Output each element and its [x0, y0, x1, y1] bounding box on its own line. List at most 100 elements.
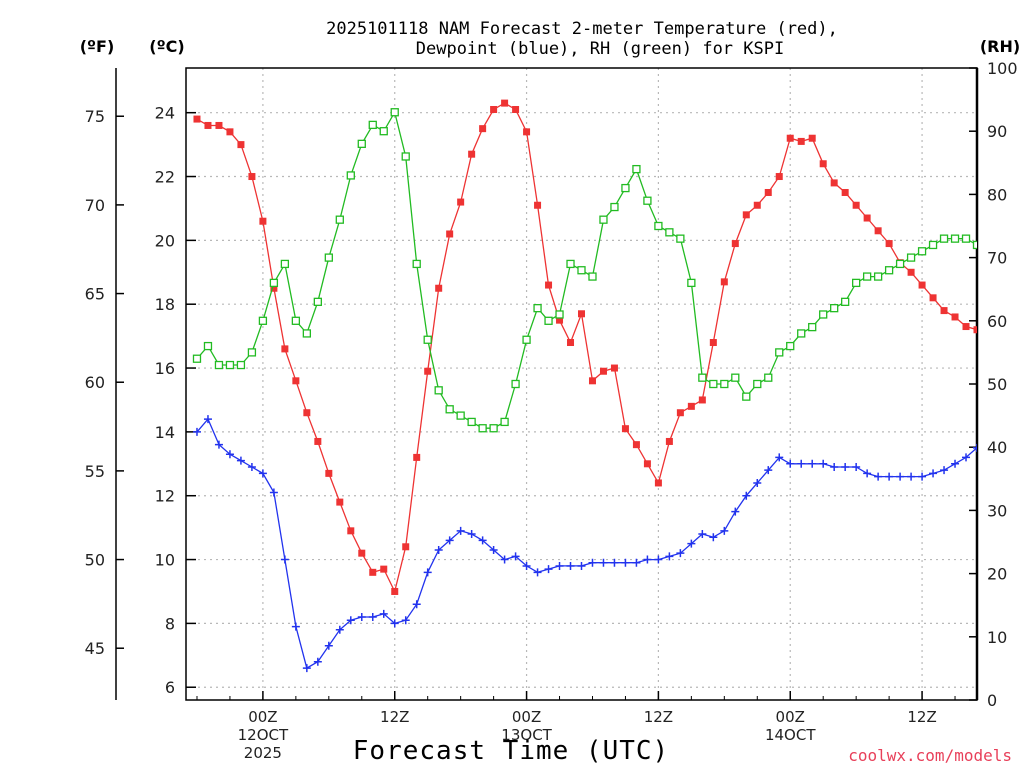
- rh-tick-label: 80: [987, 185, 1007, 204]
- dewpoint-point: [280, 555, 289, 564]
- dewpoint-point: [819, 459, 828, 468]
- celsius-tick-label: 12: [155, 487, 175, 506]
- dewpoint-point: [368, 613, 377, 622]
- temperature-point: [643, 460, 651, 468]
- dewpoint-point: [852, 462, 861, 471]
- temperature-point: [490, 105, 498, 113]
- celsius-unit-label: (ºC): [149, 37, 184, 56]
- dewpoint-point: [753, 478, 762, 487]
- rh-tick-label: 70: [987, 249, 1007, 268]
- dewpoint-point: [291, 622, 300, 631]
- fahrenheit-tick-label: 45: [85, 639, 105, 658]
- rh-point: [577, 266, 586, 275]
- temperature-point: [314, 437, 322, 445]
- temperature-point: [764, 188, 772, 196]
- temperature-point: [731, 240, 739, 248]
- dewpoint-point: [940, 466, 949, 475]
- dewpoint-point: [797, 459, 806, 468]
- temperature-point: [446, 230, 454, 238]
- rh-point: [203, 341, 213, 351]
- credit-text: coolwx.com/models: [848, 746, 1012, 765]
- rh-point: [939, 234, 949, 243]
- temperature-point: [325, 469, 333, 477]
- rh-point: [291, 316, 301, 325]
- dewpoint-point: [544, 565, 553, 574]
- temperature-point: [962, 323, 970, 331]
- fahrenheit-tick-label: 65: [85, 285, 105, 304]
- rh-point: [511, 379, 520, 389]
- x-tick-label: 00Z: [248, 708, 277, 726]
- rh-point: [676, 234, 685, 243]
- temperature-point: [281, 345, 289, 353]
- rh-tick-label: 10: [987, 628, 1007, 647]
- temperature-point: [193, 115, 201, 123]
- temperature-point: [424, 367, 432, 375]
- dewpoint-point: [445, 536, 454, 545]
- celsius-tick-label: 20: [155, 231, 175, 250]
- temperature-point: [907, 268, 915, 276]
- dewpoint-point: [335, 625, 344, 634]
- fahrenheit-tick-label: 50: [85, 551, 105, 570]
- dewpoint-point: [841, 462, 850, 471]
- rh-point: [544, 316, 553, 325]
- celsius-tick-label: 6: [165, 678, 175, 697]
- dewpoint-point: [577, 561, 586, 570]
- dewpoint-point: [357, 613, 366, 622]
- temperature-point: [599, 367, 607, 375]
- series-layer: [192, 99, 1024, 673]
- rh-point: [1017, 260, 1024, 267]
- rh-point: [1006, 235, 1013, 242]
- rh-point: [467, 417, 476, 427]
- rh-point: [357, 139, 366, 148]
- temperature-point: [479, 125, 487, 133]
- dewpoint-point: [885, 472, 894, 481]
- dewpoint-point: [313, 657, 322, 666]
- rh-point: [302, 329, 311, 338]
- rh-point: [764, 373, 773, 382]
- temperature-point: [457, 198, 465, 206]
- rh-tick-label: 90: [987, 122, 1007, 141]
- dewpoint-point: [192, 427, 201, 436]
- temperature-point: [578, 310, 585, 318]
- rh-point: [873, 272, 883, 281]
- rh-tick-label: 50: [987, 375, 1007, 394]
- temperature-point: [588, 377, 596, 385]
- dewpoint-point: [456, 526, 465, 535]
- rh-point: [632, 164, 641, 174]
- dewpoint-point: [830, 462, 839, 471]
- temperature-point: [523, 128, 531, 136]
- dewpoint-point: [423, 568, 432, 577]
- temperature-point: [303, 409, 311, 417]
- rh-point: [335, 215, 344, 224]
- rh-point: [346, 171, 355, 180]
- series-temperature: [193, 99, 977, 595]
- dewpoint-point: [742, 491, 751, 500]
- rh-point: [995, 235, 1002, 242]
- dewpoint-point: [214, 440, 223, 449]
- rh-point: [214, 360, 224, 370]
- rh-point: [972, 240, 977, 250]
- rh-point: [950, 234, 960, 243]
- temperature-point: [687, 402, 695, 410]
- dewpoint-point: [225, 450, 234, 459]
- x-tick-label: 00Z: [776, 708, 805, 726]
- dewpoint-point: [709, 533, 718, 542]
- rh-point: [379, 127, 388, 136]
- x-tick-label: 00Z: [512, 708, 541, 726]
- celsius-tick-label: 8: [165, 614, 175, 633]
- rh-point: [390, 108, 399, 117]
- rh-point: [808, 322, 817, 332]
- temperature-point: [226, 128, 234, 136]
- rh-point: [478, 424, 487, 433]
- celsius-tick-label: 24: [155, 104, 175, 123]
- celsius-tick-label: 22: [155, 168, 175, 187]
- temperature-point: [786, 134, 794, 142]
- rh-point: [884, 266, 894, 275]
- temperature-point: [808, 134, 816, 142]
- fahrenheit-tick-label: 75: [85, 107, 105, 126]
- dewpoint-point: [720, 526, 729, 535]
- dewpoint-point: [588, 558, 597, 567]
- rh-point: [434, 386, 443, 395]
- dewpoint-point: [775, 453, 784, 462]
